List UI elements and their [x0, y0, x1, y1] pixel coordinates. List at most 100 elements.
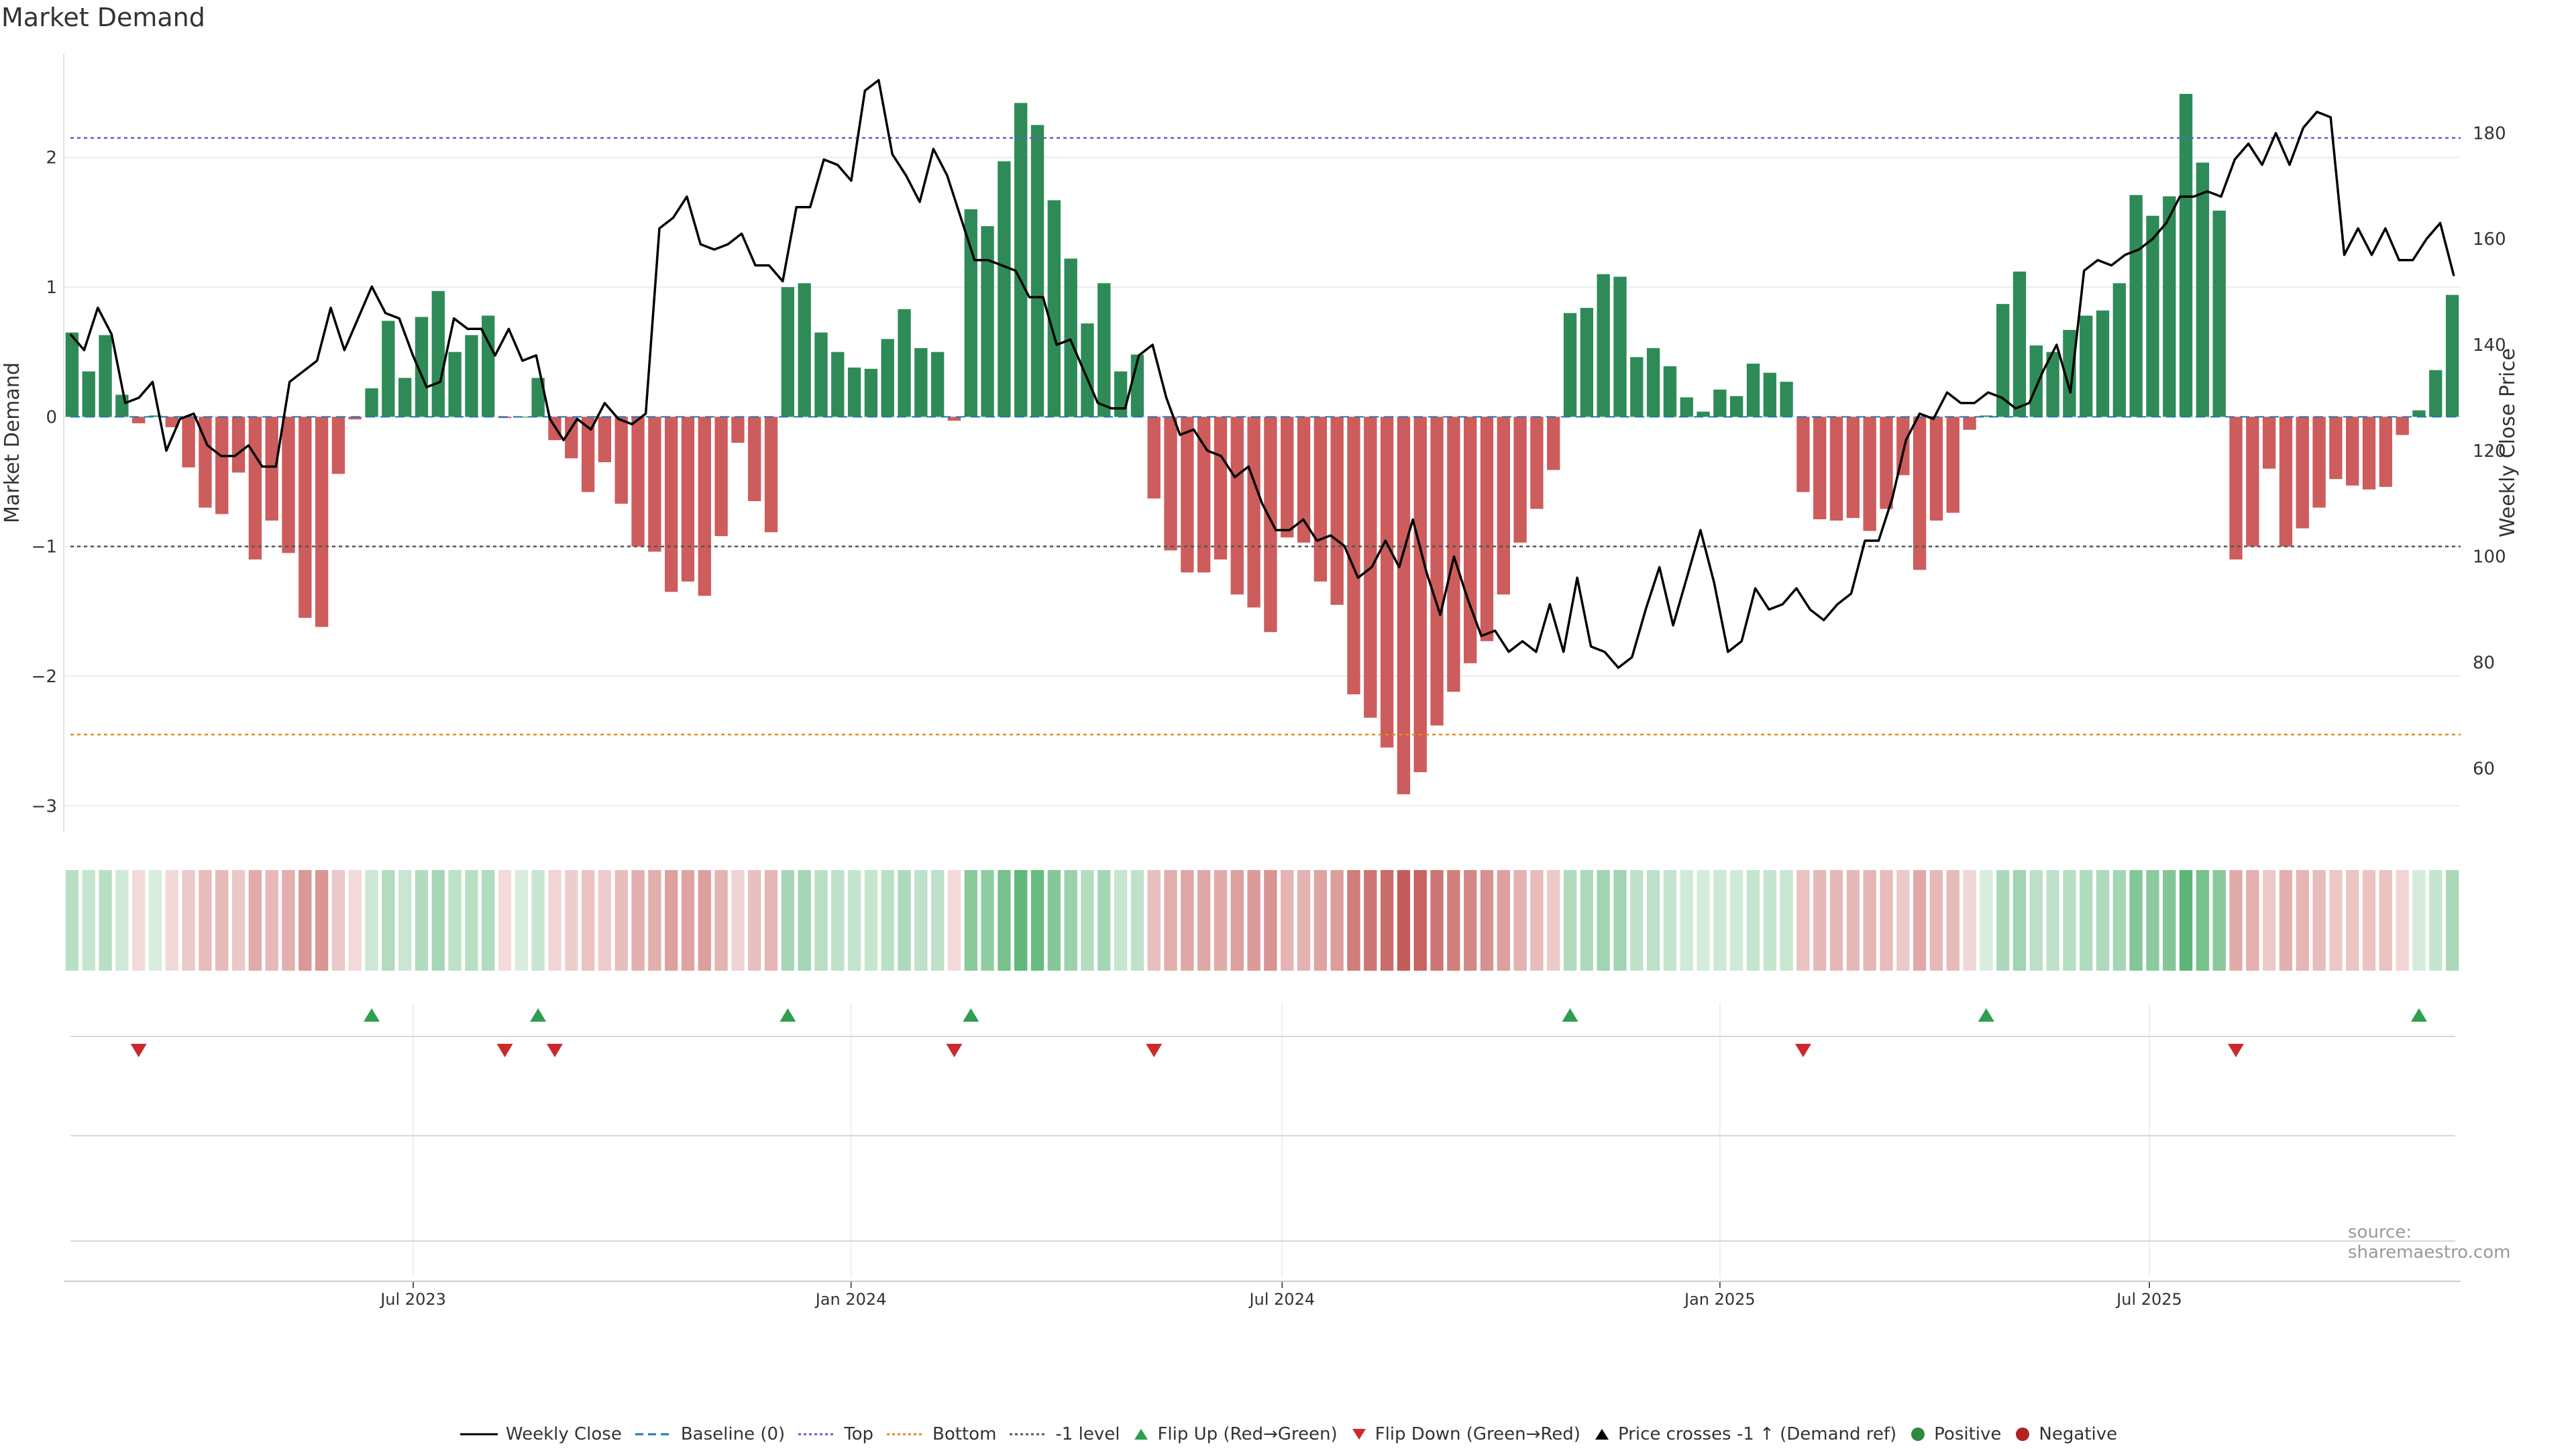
legend: Weekly Close Baseline (0) Top Bottom -1 leve…	[0, 1421, 2576, 1448]
demand-bar	[1729, 396, 1743, 417]
heat-cell	[698, 870, 711, 971]
demand-bar	[2112, 283, 2127, 417]
demand-bar	[664, 417, 678, 592]
flip-down-marker	[496, 1044, 513, 1057]
heat-cell	[531, 870, 545, 971]
heat-cell	[2080, 870, 2093, 971]
demand-bar	[2229, 417, 2243, 559]
demand-bar	[315, 417, 329, 627]
demand-bar	[2096, 310, 2110, 417]
demand-bar	[1281, 417, 1294, 538]
demand-bar	[581, 417, 595, 492]
demand-bar	[698, 417, 711, 596]
demand-bar	[1014, 103, 1028, 417]
heat-cell	[199, 870, 212, 971]
demand-bar	[2179, 93, 2193, 417]
heat-cell	[315, 870, 329, 971]
flip-down-marker	[1146, 1044, 1163, 1057]
demand-bar	[1680, 397, 1693, 417]
y-tick-label: 2	[46, 148, 57, 168]
flip-down-marker	[1794, 1044, 1811, 1057]
demand-bar	[415, 317, 429, 417]
heat-cell	[1197, 870, 1211, 971]
heat-cell	[1780, 870, 1793, 971]
demand-bar	[981, 226, 994, 417]
heat-cell	[482, 870, 495, 971]
legend-item: Negative	[2013, 1424, 2117, 1444]
heat-cell	[914, 870, 928, 971]
chart-title: Market Demand	[1, 3, 205, 32]
heat-cell	[2246, 870, 2259, 971]
heat-cell	[1746, 870, 1760, 971]
demand-bar	[265, 417, 278, 521]
demand-bar	[365, 388, 378, 417]
heat-cell	[847, 870, 861, 971]
x-tick-label: Jul 2025	[2115, 1290, 2182, 1309]
heat-cell	[814, 870, 828, 971]
heat-cell	[1230, 870, 1244, 971]
heat-cell	[930, 870, 945, 971]
heat-cell	[864, 870, 878, 971]
y-axis-label: Market Demand	[1, 362, 24, 523]
demand-bar	[930, 352, 945, 417]
demand-bar	[1397, 417, 1411, 794]
heat-cell	[2262, 870, 2276, 971]
heat-cell	[2346, 870, 2359, 971]
heat-cell	[515, 870, 529, 971]
demand-bar	[2212, 210, 2226, 417]
demand-bar	[914, 347, 928, 417]
heat-cell	[365, 870, 378, 971]
heat-cell	[548, 870, 561, 971]
heat-cell	[2196, 870, 2210, 971]
heat-cell	[2163, 870, 2176, 971]
demand-bar	[2063, 329, 2076, 417]
heat-cell	[2063, 870, 2076, 971]
demand-bar	[348, 417, 362, 420]
demand-bar	[1047, 200, 1061, 417]
heat-cell	[415, 870, 429, 971]
heat-cell	[1863, 870, 1876, 971]
demand-bar	[1214, 417, 1228, 559]
demand-bar	[382, 321, 395, 417]
heat-cell	[898, 870, 911, 971]
demand-bar	[681, 417, 695, 582]
demand-bar	[1746, 364, 1760, 417]
legend-item: Top	[797, 1424, 873, 1444]
heat-cell	[1597, 870, 1610, 971]
demand-bar	[2163, 196, 2176, 417]
demand-bar	[1646, 347, 1660, 417]
heat-cell	[2396, 870, 2409, 971]
heat-cell	[1397, 870, 1411, 971]
demand-bar	[2362, 417, 2376, 490]
heat-cell	[731, 870, 745, 971]
legend-swatch	[1911, 1428, 1925, 1441]
legend-swatch	[1595, 1429, 1609, 1440]
demand-bar	[115, 394, 129, 417]
demand-bar	[2445, 294, 2459, 417]
demand-bar	[82, 371, 95, 417]
heat-cell	[1630, 870, 1644, 971]
heat-cell	[2146, 870, 2159, 971]
heat-cell	[1763, 870, 1776, 971]
heat-cell	[1463, 870, 1477, 971]
heat-cell	[998, 870, 1011, 971]
legend-swatch	[887, 1433, 925, 1436]
demand-bar	[1996, 304, 2010, 417]
heat-cell	[1563, 870, 1577, 971]
legend-swatch	[1134, 1429, 1148, 1440]
demand-bar	[1829, 417, 1843, 521]
demand-bar	[2296, 417, 2309, 529]
heat-cell	[82, 870, 95, 971]
legend-item: Baseline (0)	[634, 1424, 785, 1444]
heat-cell	[1530, 870, 1544, 971]
y-tick-label: −1	[32, 537, 57, 557]
heat-cell	[1946, 870, 1960, 971]
demand-bar	[1796, 417, 1810, 492]
heat-cell	[165, 870, 178, 971]
heat-cell	[2445, 870, 2459, 971]
heat-cell	[2212, 870, 2226, 971]
demand-bar	[215, 417, 229, 515]
flip-up-marker	[364, 1008, 380, 1022]
demand-bar	[1347, 417, 1360, 695]
demand-bar	[847, 367, 861, 417]
